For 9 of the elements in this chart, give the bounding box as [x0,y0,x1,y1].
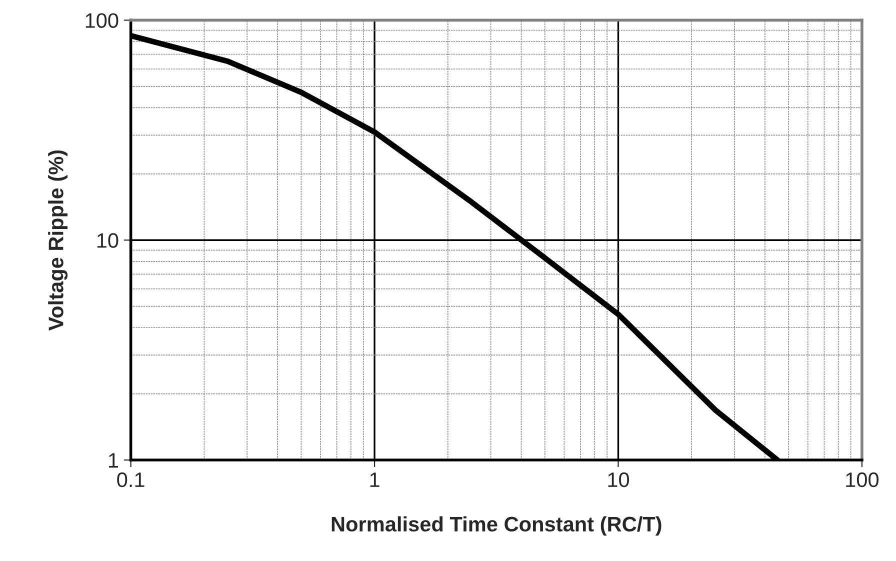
x-tick-label: 10 [608,472,630,488]
y-tick-label: 1 [109,453,118,468]
y-tick-label: 10 [97,233,118,248]
x-tick-label: 1 [370,472,380,487]
x-tick-label: 100 [846,472,879,488]
y-axis-title: Voltage Ripple (%) [48,150,68,331]
y-tick-label: 100 [86,13,118,28]
x-axis-title: Normalised Time Constant (RC/T) [332,516,662,536]
x-tick-label: 0.1 [117,472,144,488]
